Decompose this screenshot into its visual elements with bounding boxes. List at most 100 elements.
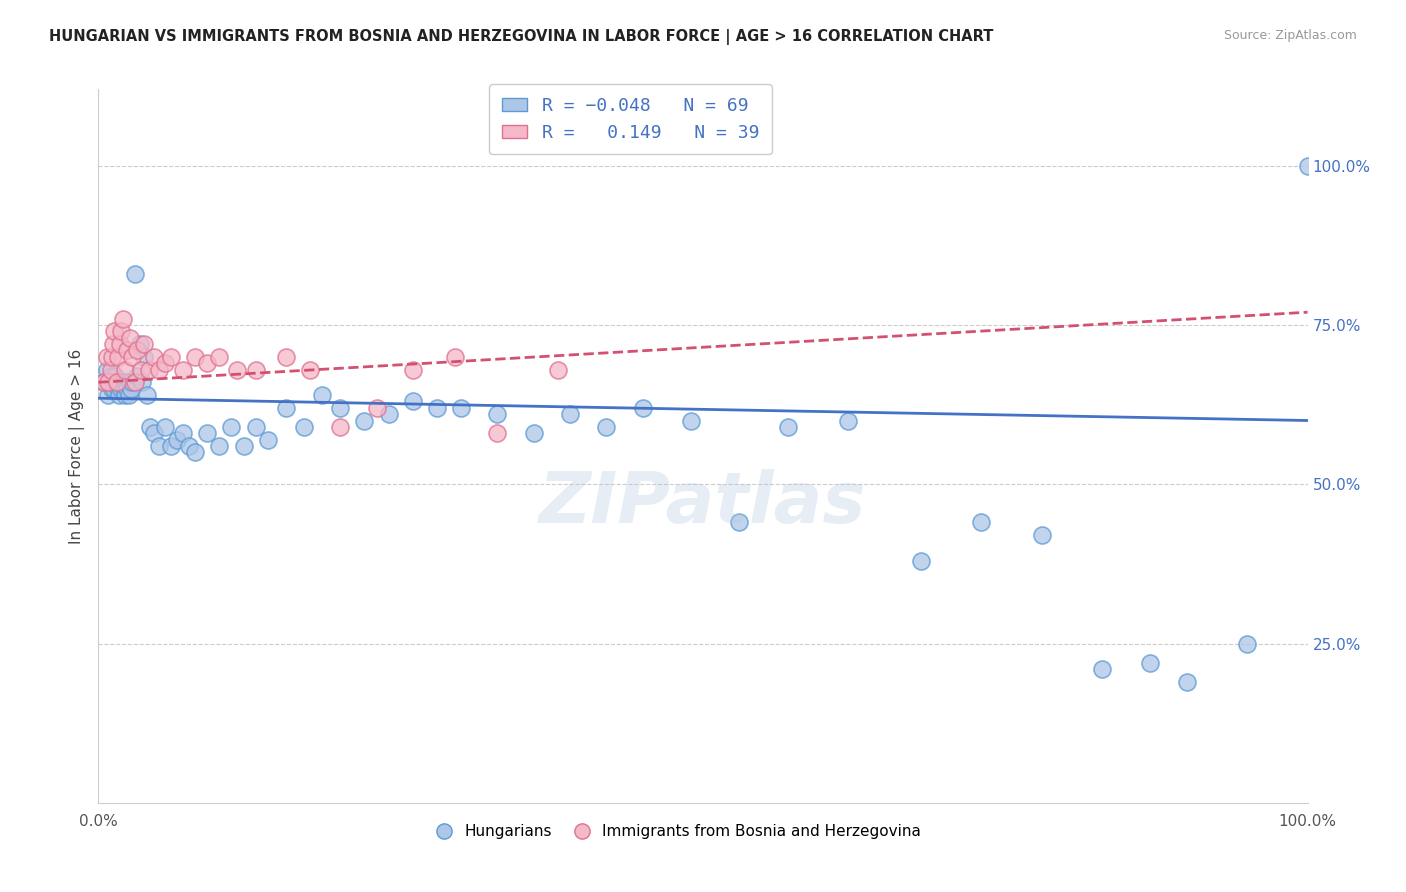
Point [138, 362, 160, 376]
Point [100, 350, 122, 364]
Point [558, 407, 581, 421]
Point [299, 362, 322, 376]
Point [100, 382, 122, 396]
Point [107, 350, 129, 364]
Point [100, 368, 122, 383]
Point [108, 388, 131, 402]
Point [208, 350, 231, 364]
Point [329, 420, 352, 434]
Legend: Hungarians, Immigrants from Bosnia and Herzegovina: Hungarians, Immigrants from Bosnia and H… [430, 818, 927, 845]
Point [970, 516, 993, 530]
Y-axis label: In Labor Force | Age > 16: In Labor Force | Age > 16 [69, 349, 84, 543]
Point [377, 407, 399, 421]
Point [184, 350, 207, 364]
Point [117, 382, 139, 396]
Point [166, 433, 188, 447]
Point [153, 356, 176, 370]
Point [143, 350, 166, 364]
Text: ZIPatlas: ZIPatlas [540, 468, 866, 538]
Point [97, 388, 120, 402]
Point [108, 376, 131, 390]
Point [184, 445, 207, 459]
Point [728, 516, 751, 530]
Point [366, 401, 388, 415]
Point [118, 376, 141, 390]
Point [117, 343, 139, 358]
Point [910, 554, 932, 568]
Point [776, 420, 799, 434]
Point [329, 401, 352, 415]
Point [221, 420, 243, 434]
Point [118, 388, 141, 402]
Point [195, 426, 218, 441]
Point [444, 350, 467, 364]
Point [135, 388, 157, 402]
Point [148, 439, 170, 453]
Point [274, 401, 297, 415]
Point [127, 343, 149, 358]
Point [179, 439, 201, 453]
Point [208, 439, 231, 453]
Point [245, 420, 267, 434]
Point [129, 362, 152, 376]
Point [97, 376, 120, 390]
Point [595, 420, 617, 434]
Point [143, 426, 166, 441]
Point [450, 401, 472, 415]
Point [1236, 636, 1258, 650]
Point [105, 376, 128, 390]
Point [110, 324, 132, 338]
Point [107, 382, 129, 396]
Point [100, 362, 122, 376]
Point [93, 376, 115, 390]
Point [226, 362, 249, 376]
Point [160, 439, 183, 453]
Point [1175, 674, 1198, 689]
Point [245, 362, 267, 376]
Point [679, 413, 702, 427]
Point [111, 311, 134, 326]
Point [547, 362, 569, 376]
Point [523, 426, 546, 441]
Point [486, 426, 509, 441]
Point [134, 350, 156, 364]
Point [114, 362, 136, 376]
Point [105, 376, 128, 390]
Point [172, 362, 194, 376]
Point [114, 388, 136, 402]
Point [111, 376, 134, 390]
Point [172, 426, 194, 441]
Point [353, 413, 375, 427]
Point [110, 382, 132, 396]
Point [121, 376, 143, 390]
Point [148, 362, 170, 376]
Point [153, 420, 176, 434]
Point [1139, 656, 1161, 670]
Point [256, 433, 278, 447]
Point [1031, 528, 1053, 542]
Point [124, 267, 146, 281]
Point [121, 350, 143, 364]
Point [96, 350, 118, 364]
Point [486, 407, 509, 421]
Point [124, 376, 146, 390]
Point [1296, 159, 1319, 173]
Point [120, 382, 142, 396]
Point [128, 337, 150, 351]
Point [131, 376, 153, 390]
Point [232, 439, 254, 453]
Point [104, 368, 127, 383]
Point [311, 388, 333, 402]
Point [292, 420, 315, 434]
Point [101, 376, 124, 390]
Point [1091, 662, 1114, 676]
Point [837, 413, 859, 427]
Point [274, 350, 297, 364]
Text: Source: ZipAtlas.com: Source: ZipAtlas.com [1223, 29, 1357, 42]
Point [402, 394, 425, 409]
Point [101, 337, 124, 351]
Point [103, 382, 125, 396]
Point [134, 337, 156, 351]
Point [631, 401, 654, 415]
Point [426, 401, 449, 415]
